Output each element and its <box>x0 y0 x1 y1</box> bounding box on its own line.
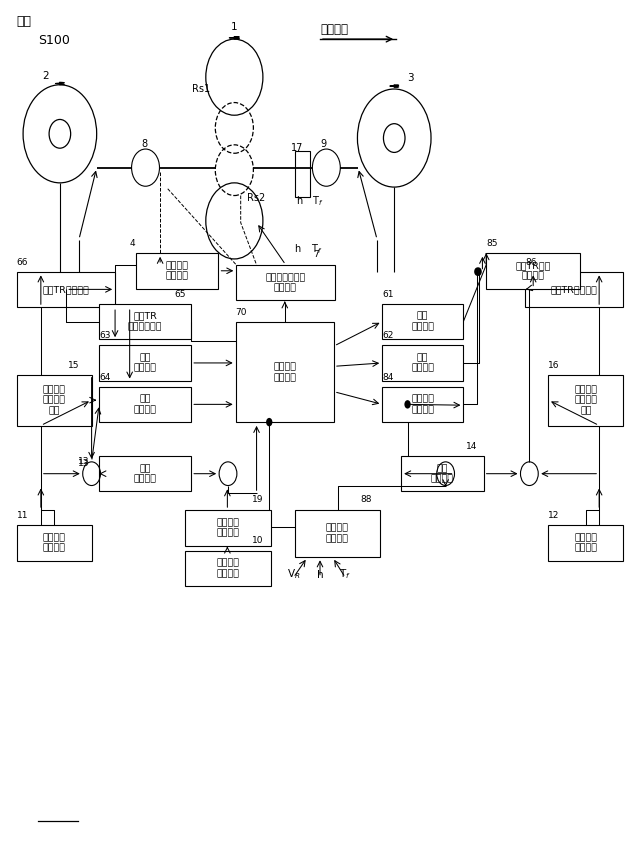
FancyBboxPatch shape <box>236 323 334 422</box>
Text: 入側
張力制御: 入側 張力制御 <box>134 464 157 483</box>
Text: 出側TR制御装置: 出側TR制御装置 <box>550 285 598 294</box>
Text: 圧延速度
設定装置: 圧延速度 設定装置 <box>216 558 239 578</box>
Text: 出側補正
判定装置: 出側補正 判定装置 <box>326 523 349 543</box>
FancyBboxPatch shape <box>99 304 191 340</box>
FancyBboxPatch shape <box>17 525 92 561</box>
Text: 速度
板厚制御: 速度 板厚制御 <box>412 353 435 373</box>
Text: T$_f$: T$_f$ <box>339 568 351 581</box>
Text: 61: 61 <box>382 289 394 299</box>
Text: 基準速度
設定装置: 基準速度 設定装置 <box>216 518 239 538</box>
Text: 19: 19 <box>252 495 264 504</box>
Text: 圧下
張力制御: 圧下 張力制御 <box>134 395 157 414</box>
Text: S100: S100 <box>38 34 70 47</box>
Text: T$_f$: T$_f$ <box>312 194 324 208</box>
Text: 10: 10 <box>252 536 264 545</box>
Circle shape <box>476 267 482 276</box>
Text: 圧延方向: 圧延方向 <box>320 23 348 36</box>
Text: 84: 84 <box>382 373 394 381</box>
Text: T$_f$: T$_f$ <box>311 243 323 256</box>
Text: h: h <box>296 196 302 206</box>
FancyBboxPatch shape <box>185 551 271 586</box>
Text: 出側速度
張力制御: 出側速度 張力制御 <box>412 395 435 414</box>
FancyBboxPatch shape <box>486 253 580 288</box>
Text: 64: 64 <box>99 373 111 381</box>
Text: 2: 2 <box>42 71 49 81</box>
Text: 図１: 図１ <box>17 15 32 28</box>
Text: 12: 12 <box>548 511 560 520</box>
FancyBboxPatch shape <box>548 374 623 426</box>
FancyBboxPatch shape <box>382 346 463 380</box>
Text: 制御方法
選択装置: 制御方法 選択装置 <box>273 363 296 382</box>
Text: 出側張力
設定装置: 出側張力 設定装置 <box>574 534 597 552</box>
Text: 17: 17 <box>291 143 304 152</box>
Text: V$_R$: V$_R$ <box>287 568 300 581</box>
Text: 出側TR速度
指令装置: 出側TR速度 指令装置 <box>515 261 551 281</box>
Text: 4: 4 <box>130 239 135 248</box>
Circle shape <box>404 400 411 408</box>
FancyBboxPatch shape <box>99 386 191 422</box>
FancyBboxPatch shape <box>401 456 484 491</box>
Text: 入側TR
速度指令装置: 入側TR 速度指令装置 <box>128 311 163 331</box>
FancyBboxPatch shape <box>17 271 115 307</box>
Text: 7: 7 <box>314 250 319 259</box>
Text: 入側張力
電流変換
装置: 入側張力 電流変換 装置 <box>43 386 66 415</box>
Text: 入側TR制御装置: 入側TR制御装置 <box>42 285 90 294</box>
FancyBboxPatch shape <box>382 304 463 340</box>
Text: 85: 85 <box>486 239 498 248</box>
Text: 16: 16 <box>548 361 560 369</box>
Text: 速度
張力制御: 速度 張力制御 <box>134 353 157 373</box>
Text: 15: 15 <box>67 361 79 369</box>
FancyBboxPatch shape <box>99 346 191 380</box>
FancyBboxPatch shape <box>136 253 218 288</box>
Text: ロールギャップ
制御装置: ロールギャップ 制御装置 <box>266 273 305 293</box>
Text: 70: 70 <box>236 308 247 317</box>
FancyBboxPatch shape <box>548 525 623 561</box>
FancyBboxPatch shape <box>236 265 335 300</box>
Text: 65: 65 <box>174 289 186 299</box>
Text: 66: 66 <box>17 258 28 266</box>
Circle shape <box>474 267 481 276</box>
FancyBboxPatch shape <box>525 271 623 307</box>
Text: 88: 88 <box>360 495 372 504</box>
FancyBboxPatch shape <box>185 510 271 545</box>
FancyBboxPatch shape <box>17 374 92 426</box>
Text: 86: 86 <box>525 258 536 266</box>
Text: h: h <box>294 244 301 254</box>
Text: 62: 62 <box>382 331 394 340</box>
Text: Rs2: Rs2 <box>247 193 266 203</box>
Text: 11: 11 <box>17 511 28 520</box>
Circle shape <box>266 418 273 426</box>
Text: ミル速度
制御装置: ミル速度 制御装置 <box>166 261 189 281</box>
FancyBboxPatch shape <box>99 456 191 491</box>
Text: 13: 13 <box>77 459 89 468</box>
Text: h: h <box>317 569 323 580</box>
FancyBboxPatch shape <box>382 386 463 422</box>
Text: Rs1: Rs1 <box>192 83 210 94</box>
Text: 9: 9 <box>320 139 326 149</box>
Text: 出側張力
電流変換
装置: 出側張力 電流変換 装置 <box>574 386 597 415</box>
Text: 63: 63 <box>99 331 111 340</box>
FancyBboxPatch shape <box>294 151 310 197</box>
Text: 1: 1 <box>231 22 238 31</box>
Text: 圧下
板厚制御: 圧下 板厚制御 <box>412 311 435 331</box>
Text: 14: 14 <box>466 442 477 451</box>
Text: 8: 8 <box>141 139 147 149</box>
FancyBboxPatch shape <box>294 510 380 557</box>
Text: 出側
張力制御: 出側 張力制御 <box>431 464 454 483</box>
Text: 3: 3 <box>408 73 414 83</box>
Text: 13: 13 <box>77 456 89 465</box>
Text: 入側張力
設定装置: 入側張力 設定装置 <box>43 534 66 552</box>
